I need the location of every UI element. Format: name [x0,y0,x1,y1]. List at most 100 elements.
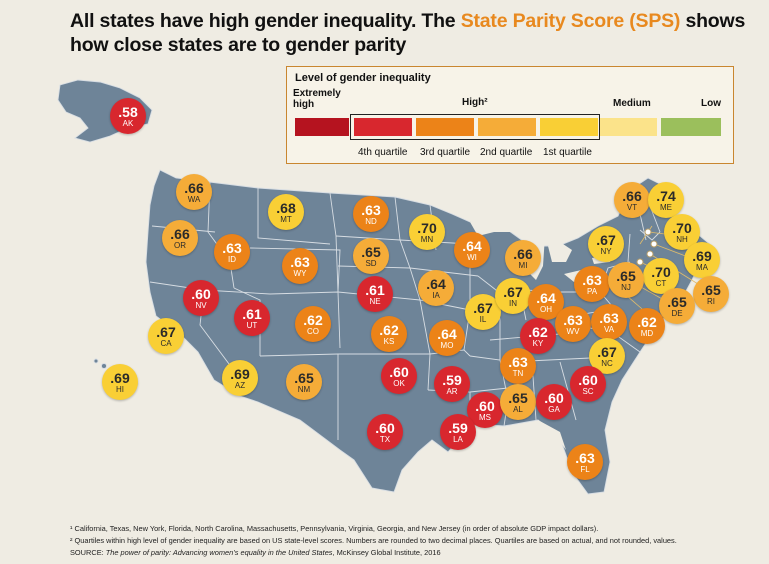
state-abbr: IA [432,290,440,300]
footnote-2: ² Quartiles within high level of gender … [70,536,677,545]
state-bubble-sd: .65 SD [353,238,389,274]
great-lakes [470,216,612,282]
state-score: .60 [375,419,395,436]
state-abbr: OH [540,304,552,314]
state-score: .63 [599,309,619,326]
legend-high-bracket [350,114,600,140]
state-bubble-ga: .60 GA [536,384,572,420]
state-bubble-nj: .65 NJ [608,262,644,298]
state-score: .69 [692,247,712,264]
state-abbr: WI [467,252,477,262]
state-bubble-il: .67 IL [465,294,501,330]
legend-label-medium: Medium [613,98,651,109]
state-bubble-de: .65 DE [659,288,695,324]
state-abbr: NY [600,246,612,256]
state-abbr: TX [379,434,391,444]
state-abbr: CO [307,326,319,336]
state-score: .67 [503,283,523,300]
state-score: .60 [578,371,598,388]
state-abbr: UT [246,320,258,330]
state-abbr: MN [420,234,434,244]
state-abbr: CA [160,338,172,348]
state-score: .70 [672,219,692,236]
state-bubble-fl: .63 FL [567,444,603,480]
state-bubble-al: .65 AL [500,384,536,420]
legend-swatch-low [661,118,721,136]
state-score: .60 [191,285,211,302]
state-score: .67 [156,323,176,340]
footnote-1: ¹ California, Texas, New York, Florida, … [70,524,599,533]
legend-label-high: High² [462,97,488,108]
state-abbr: MI [518,260,528,270]
state-bubble-nv: .60 NV [183,280,219,316]
state-bubble-ma: .69 MA [684,242,720,278]
state-score: .59 [448,419,468,436]
state-abbr: HI [116,384,124,394]
state-abbr: RI [707,296,715,306]
state-abbr: MA [696,262,708,272]
state-abbr: ME [660,202,672,212]
state-abbr: CT [655,278,667,288]
source-note: SOURCE: The power of parity: Advancing w… [70,548,441,557]
legend-q2-label: 2nd quartile [480,147,533,158]
state-abbr: SD [365,258,377,268]
legend-label-low: Low [701,98,721,109]
state-score: .64 [426,275,446,292]
state-score: .65 [701,281,721,298]
ri-marker-dot [646,250,654,258]
state-bubble-ar: .59 AR [434,366,470,402]
state-score: .67 [597,343,617,360]
source-label: SOURCE: [70,548,106,557]
state-abbr: GA [548,404,560,414]
state-bubble-ri: .65 RI [693,276,729,312]
state-bubble-mo: .64 MO [429,320,465,356]
state-bubble-nm: .65 NM [286,364,322,400]
state-abbr: NC [601,358,613,368]
state-score: .74 [656,187,676,204]
state-score: .64 [437,325,457,342]
state-bubble-me: .74 ME [648,182,684,218]
state-bubble-la: .59 LA [440,414,476,450]
state-score: .65 [667,293,687,310]
state-abbr: OK [393,378,405,388]
state-bubble-va: .63 VA [591,304,627,340]
state-score: .60 [544,389,564,406]
state-abbr: TN [512,368,524,378]
state-score: .67 [473,299,493,316]
state-bubble-wa: .66 WA [176,174,212,210]
state-score: .58 [118,103,138,120]
state-score: .65 [508,389,528,406]
state-score: .61 [242,305,262,322]
state-score: .62 [303,311,323,328]
state-bubble-ms: .60 MS [467,392,503,428]
ct-marker-dot [636,258,644,266]
state-abbr: NH [676,234,688,244]
state-score: .61 [365,281,385,298]
state-score: .70 [651,263,671,280]
gulf-notch [538,420,566,450]
state-bubble-or: .66 OR [162,220,198,256]
state-score: .63 [361,201,381,218]
state-abbr: MD [640,328,654,338]
state-bubble-ky: .62 KY [520,318,556,354]
legend-swatch-q3 [416,118,474,136]
state-bubble-md: .62 MD [629,308,665,344]
state-score: .63 [582,271,602,288]
state-bubble-tn: .63 TN [500,348,536,384]
state-abbr: OR [174,240,186,250]
nh-marker-dot [644,228,652,236]
state-bubble-mt: .68 MT [268,194,304,230]
state-bubble-wv: .63 WV [555,306,591,342]
state-abbr: WA [187,194,201,204]
legend-title: Level of gender inequality [295,72,431,84]
state-score: .59 [442,371,462,388]
state-bubble-mi: .66 MI [505,240,541,276]
state-bubble-nd: .63 ND [353,196,389,232]
state-bubble-mn: .70 MN [409,214,445,250]
state-abbr: MT [280,214,292,224]
state-score: .62 [379,321,399,338]
state-bubble-ut: .61 UT [234,300,270,336]
legend-label-extremely-high: Extremely high [293,88,341,110]
state-score: .67 [596,231,616,248]
state-abbr: IN [509,298,517,308]
